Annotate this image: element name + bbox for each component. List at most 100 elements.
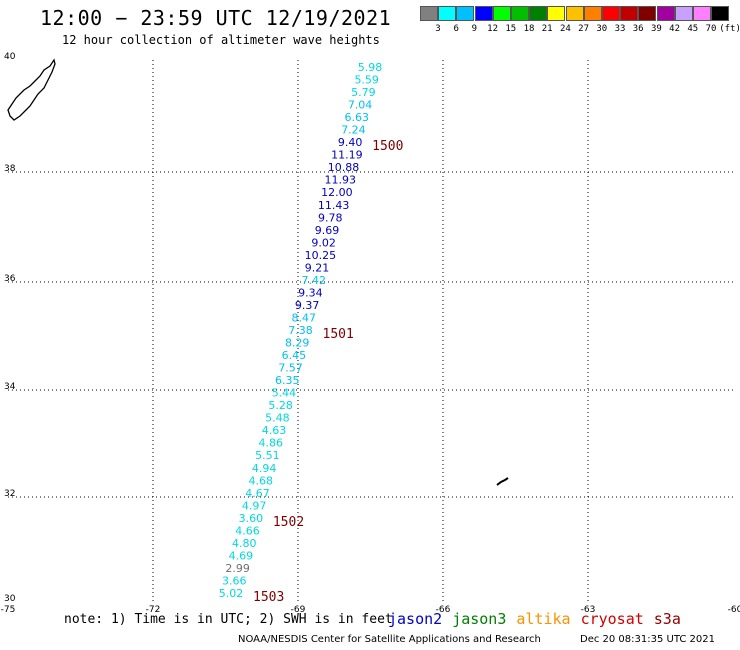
scale-swatch [529,6,548,21]
lon-tick-label: -63 [581,605,596,615]
wave-height-label: 5.98 [358,61,383,74]
lon-tick-label: -72 [146,605,161,615]
wave-height-label: 9.02 [311,236,336,249]
wave-height-label: 5.02 [219,587,244,600]
satellite-legend: jason2 jason3 altika cryosat s3a [388,610,691,628]
bermuda-island [496,477,509,486]
lat-tick-label: 34 [4,382,16,392]
scale-swatch [620,6,639,21]
wave-height-label: 5.59 [354,74,379,87]
scale-swatch [420,6,438,21]
wave-height-label: 9.69 [315,224,340,237]
wave-height-label: 4.86 [258,437,283,450]
time-label: 1502 [273,515,304,530]
scale-label: 30 [596,24,608,34]
wave-height-label: 4.80 [232,537,257,550]
wave-height-label: 8.47 [292,311,317,324]
scale-label: 9 [471,24,478,34]
legend-entry-jason2: jason2 [388,610,443,628]
scale-label: 15 [505,24,517,34]
scale-swatch [511,6,529,21]
wave-height-readings: 5.985.595.797.046.637.249.4011.1910.8811… [219,61,383,600]
lat-tick-label: 38 [4,164,16,174]
wave-height-label: 11.43 [318,199,350,212]
scale-label: 27 [578,24,590,34]
wave-height-label: 9.78 [318,211,343,224]
time-labels: 1500 1501 1502 1503 [253,139,403,605]
legend-entry-altika: altika [516,610,571,628]
scale-label: 42 [669,24,681,34]
map-title: 12:00 − 23:59 UTC 12/19/2021 [40,6,392,30]
wave-height-label: 10.88 [328,161,360,174]
scale-label: 21 [541,24,553,34]
wave-height-label: 5.51 [255,449,280,462]
scale-swatch [602,6,620,21]
scale-swatch [638,6,657,21]
credit-line: NOAA/NESDIS Center for Satellite Applica… [238,634,541,645]
scale-unit: (ft) [719,24,740,34]
scale-label: 18 [523,24,535,34]
wave-height-label: 11.93 [324,174,356,187]
scale-swatch [693,6,711,21]
wave-height-label: 3.66 [222,574,247,587]
scale-swatch [583,6,602,21]
scale-label: 24 [559,24,571,34]
wave-height-label: 4.63 [262,424,287,437]
wave-height-label: 3.60 [239,512,264,525]
nova-scotia-coastline [7,58,56,121]
wave-height-label: 9.21 [305,261,330,274]
wave-height-label: 7.42 [301,274,326,287]
time-label: 1500 [372,139,403,154]
wave-height-label: 4.69 [229,549,254,562]
wave-height-label: 5.28 [268,399,293,412]
scale-swatch [492,6,511,21]
wave-height-label: 10.25 [305,249,337,262]
wave-height-label: 8.29 [285,337,310,350]
scale-label: 33 [614,24,626,34]
lon-tick-label: -69 [291,605,306,615]
wave-height-label: 2.99 [225,562,250,575]
scale-label: 70 [705,24,717,34]
wave-height-label: 7.38 [288,324,313,337]
scale-swatch [565,6,584,21]
legend-entry-s3a: s3a [653,610,681,628]
wave-height-label: 7.24 [341,124,366,137]
lat-tick-label: 40 [4,52,16,62]
scale-swatch [674,6,693,21]
time-label: 1503 [253,590,284,605]
lon-tick-label: -60 [728,605,740,615]
wave-height-label: 4.94 [252,462,277,475]
time-label: 1501 [323,327,354,342]
wave-height-label: 4.68 [249,474,274,487]
wave-height-label: 7.04 [348,99,373,112]
scale-label: 12 [487,24,499,34]
scale-swatch [711,6,730,21]
lat-tick-label: 32 [4,489,15,499]
scale-label: 36 [632,24,644,34]
wave-height-label: 11.19 [331,149,363,162]
wave-height-label: 12.00 [321,186,353,199]
wave-height-label: 6.35 [275,374,300,387]
axis-labels: -75 -72 -69 -66 -63 -60 40 38 36 34 32 30 [1,52,740,615]
legend-entry-jason3: jason3 [452,610,507,628]
wave-height-label: 9.34 [298,286,323,299]
wave-height-label: 5.48 [265,412,290,425]
scale-label: 6 [453,24,459,34]
scale-swatch [438,6,457,21]
scale-label: 39 [650,24,662,34]
lon-tick-label: -66 [436,605,451,615]
lon-tick-label: -75 [1,605,16,615]
generation-timestamp: Dec 20 08:31:35 UTC 2021 [580,634,715,645]
wave-height-label: 7.57 [278,362,303,375]
wave-height-label: 9.37 [295,299,320,312]
wave-height-label: 5.79 [351,86,376,99]
wave-height-label: 4.66 [235,524,260,537]
scale-swatch [474,6,493,21]
wave-height-label: 6.63 [345,111,370,124]
wave-height-label: 5.44 [272,387,297,400]
legend-entry-cryosat: cryosat [580,610,644,628]
lat-tick-label: 36 [4,274,16,284]
lat-tick-label: 30 [4,594,16,604]
wave-height-label: 6.45 [282,349,307,362]
